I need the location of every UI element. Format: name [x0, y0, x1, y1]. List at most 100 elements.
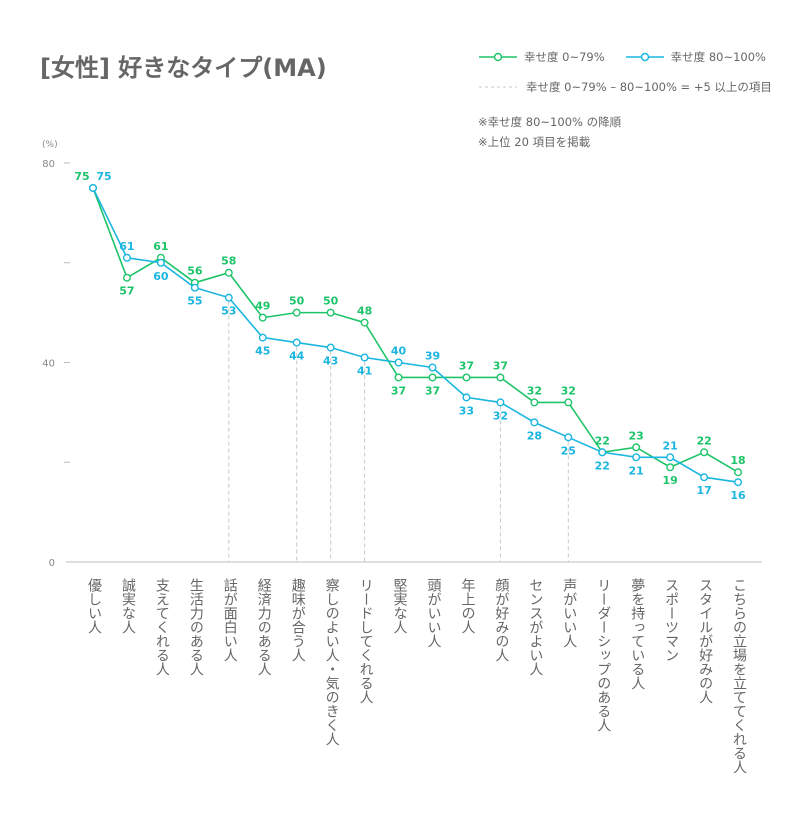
note-top-20: ※上位 20 項目を掲載 [478, 135, 591, 149]
data-label: 19 [662, 474, 677, 487]
data-point [666, 463, 675, 472]
data-label: 22 [696, 434, 711, 447]
x-tick-label: スポーツマン [663, 578, 680, 662]
data-point [326, 343, 335, 352]
chart-title: [女性] 好きなタイプ(MA) [40, 54, 327, 82]
data-label: 37 [425, 384, 440, 397]
y-tick-label: 80 [42, 159, 55, 170]
x-tick-label: 声がいい人 [561, 578, 578, 648]
data-label: 22 [595, 434, 610, 447]
data-label: 32 [493, 409, 508, 422]
data-point [428, 363, 437, 372]
data-label: 50 [323, 295, 339, 308]
data-point [190, 283, 199, 292]
data-label: 21 [662, 439, 677, 452]
data-label: 28 [527, 429, 542, 442]
data-point [496, 398, 505, 407]
data-label: 39 [425, 349, 440, 362]
data-point [326, 308, 335, 317]
x-tick-label: 夢を持っている人 [629, 578, 646, 690]
data-point [666, 453, 675, 462]
data-point [564, 433, 573, 442]
data-label: 49 [255, 300, 270, 313]
y-axis-label: (%) [42, 140, 58, 150]
data-label: 58 [221, 255, 236, 268]
data-label: 61 [119, 240, 134, 253]
data-label: 55 [187, 295, 202, 308]
x-tick-label: センスがよい人 [527, 578, 544, 676]
data-point [598, 448, 607, 457]
data-point [530, 418, 539, 427]
data-label: 61 [153, 240, 168, 253]
legend-label-series-b: 幸せ度 80~100% [670, 50, 766, 64]
data-label: 43 [323, 355, 338, 368]
data-label: 32 [561, 384, 576, 397]
data-label: 40 [391, 345, 407, 358]
data-point [122, 253, 131, 262]
legend-dashed-line-icon [479, 86, 517, 88]
y-tick-label: 40 [42, 359, 55, 370]
data-point [394, 358, 403, 367]
data-label: 50 [289, 295, 305, 308]
data-point [360, 318, 369, 327]
x-tick-label: リードしてくれる人 [357, 578, 374, 704]
x-tick-label: 生活力のある人 [187, 578, 204, 676]
data-point [462, 393, 471, 402]
data-point [428, 373, 437, 382]
data-label: 22 [595, 459, 610, 472]
data-label: 37 [459, 359, 474, 372]
x-tick-label: 経済力のある人 [255, 578, 272, 676]
x-tick-label: 年上の人 [459, 578, 476, 634]
x-tick-label: リーダーシップのある人 [595, 578, 612, 732]
data-label: 25 [561, 444, 576, 457]
data-point [156, 258, 165, 267]
data-label: 21 [629, 464, 644, 477]
data-point [632, 453, 641, 462]
data-point [224, 268, 233, 277]
x-tick-label: 誠実な人 [119, 578, 136, 634]
data-label: 45 [255, 345, 270, 358]
data-label: 75 [96, 170, 111, 183]
data-point [292, 338, 301, 347]
data-point [258, 313, 267, 322]
x-tick-label: 顔が好みの人 [493, 578, 510, 662]
data-label: 57 [119, 285, 134, 298]
note-sort-order: ※幸せ度 80~100% の降順 [478, 115, 622, 129]
legend-line-icon-series-a [479, 52, 517, 62]
x-tick-label: 話が面白い人 [221, 578, 238, 662]
data-label: 53 [221, 305, 236, 318]
data-label: 75 [74, 170, 89, 183]
data-label: 18 [730, 454, 745, 467]
data-point [564, 398, 573, 407]
data-point [360, 353, 369, 362]
data-point [632, 443, 641, 452]
data-point [394, 373, 403, 382]
data-point [462, 373, 471, 382]
data-point [700, 473, 709, 482]
data-point [700, 448, 709, 457]
data-label: 33 [459, 404, 474, 417]
data-label: 16 [730, 489, 746, 502]
data-point [224, 293, 233, 302]
data-point [496, 373, 505, 382]
x-tick-label: 頭がいい人 [425, 578, 442, 648]
legend-label-series-a: 幸せ度 0~79% [524, 50, 605, 64]
data-label: 41 [357, 365, 372, 378]
data-point [88, 183, 97, 192]
x-tick-label: スタイルが好みの人 [697, 578, 714, 704]
x-tick-label: こちらの立場を立ててくれる人 [731, 578, 748, 774]
data-point [530, 398, 539, 407]
x-tick-label: 優しい人 [86, 578, 102, 634]
data-label: 37 [391, 384, 406, 397]
series-line-b [92, 187, 739, 483]
x-tick-label: 察しのよい人・気のきく人 [323, 578, 340, 746]
data-label: 32 [527, 384, 542, 397]
data-label: 17 [696, 484, 711, 497]
data-point [292, 308, 301, 317]
data-label: 23 [629, 429, 644, 442]
data-label: 48 [357, 305, 372, 318]
y-tick-label: 0 [49, 558, 55, 569]
series-line-a [92, 187, 739, 473]
x-tick-label: 支えてくれる人 [153, 578, 170, 676]
